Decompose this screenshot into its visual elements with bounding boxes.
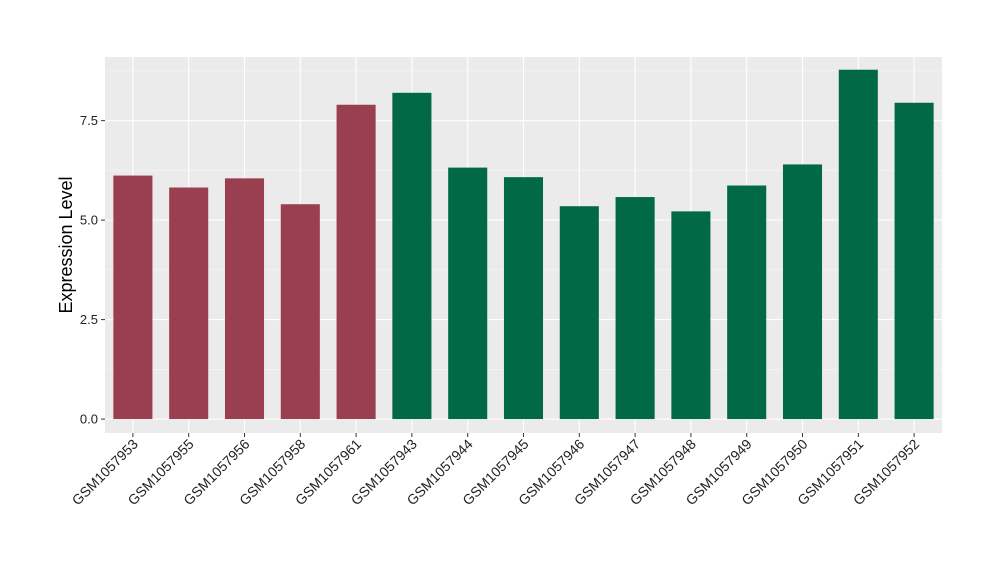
y-tick-label: 0.0	[80, 412, 98, 427]
bar-GSM1057955	[169, 187, 209, 420]
bar-GSM1057952	[894, 102, 934, 420]
y-axis: 0.0 2.5 5.0 7.5	[80, 113, 105, 427]
bar-GSM1057958	[280, 204, 320, 420]
bar-GSM1057950	[782, 164, 823, 420]
bar-GSM1057951	[838, 69, 878, 420]
bar-GSM1057961	[336, 104, 376, 420]
bar-GSM1057946	[559, 206, 599, 420]
y-axis-title: Expression Level	[56, 176, 76, 313]
bar-GSM1057945	[503, 177, 544, 420]
x-axis: GSM1057953GSM1057955GSM1057956GSM1057958…	[69, 433, 922, 508]
bar-GSM1057949	[727, 185, 767, 420]
bar-GSM1057948	[671, 211, 711, 420]
y-tick-label: 7.5	[80, 113, 98, 128]
bars	[113, 69, 934, 420]
bar-GSM1057953	[113, 175, 153, 420]
bar-GSM1057943	[392, 92, 432, 420]
bar-GSM1057956	[224, 178, 265, 420]
bar-GSM1057947	[615, 197, 655, 420]
bar-GSM1057944	[448, 167, 488, 420]
y-tick-label: 5.0	[80, 213, 98, 228]
y-tick-label: 2.5	[80, 312, 98, 327]
